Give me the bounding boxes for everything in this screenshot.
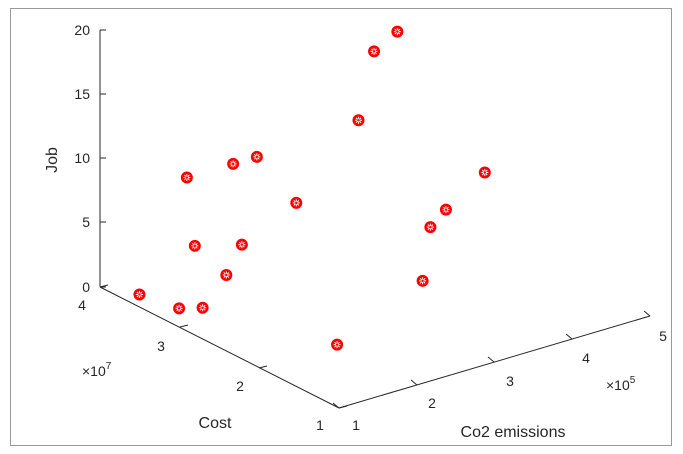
z-tick-label: 15 — [74, 86, 90, 102]
z-tick-label: 0 — [82, 279, 90, 295]
y-tick-label: 1 — [316, 417, 324, 433]
data-point — [235, 238, 248, 251]
y-axis-ticks: 4 3 2 1 ×107 — [78, 284, 348, 433]
data-point — [439, 203, 452, 216]
y-tick-mark — [338, 405, 348, 409]
data-point — [250, 150, 263, 163]
y-axis-label: Cost — [199, 415, 232, 432]
data-point — [180, 171, 193, 184]
data-point — [416, 274, 429, 287]
data-point — [220, 268, 233, 281]
z-axis-label: Job — [44, 147, 61, 173]
z-axis-ticks: 0 5 10 15 20 — [74, 22, 106, 295]
x-tick-mark — [410, 379, 418, 386]
x-tick-mark — [565, 333, 573, 340]
y-tick-mark — [99, 284, 109, 288]
y-exponent-label: ×107 — [82, 361, 112, 379]
data-point — [290, 196, 303, 209]
y-tick-mark — [179, 324, 189, 328]
data-point — [227, 157, 240, 170]
data-point — [133, 288, 146, 301]
data-point — [424, 221, 437, 234]
figure-frame — [10, 8, 672, 446]
data-point — [331, 338, 344, 351]
x-tick-label: 1 — [352, 417, 360, 433]
y-tick-label: 4 — [78, 297, 86, 313]
data-points — [133, 25, 491, 351]
x-tick-label: 2 — [428, 395, 436, 411]
y-tick-label: 3 — [157, 338, 165, 354]
x-tick-mark — [332, 402, 340, 409]
x-tick-mark — [487, 356, 495, 363]
y-tick-mark — [258, 365, 268, 369]
x-tick-label: 3 — [506, 373, 514, 389]
data-point — [352, 114, 365, 127]
y-axis-line — [99, 286, 340, 409]
x-axis-ticks: 1 2 3 4 5 ×105 — [332, 310, 667, 433]
y-tick-label: 2 — [236, 378, 244, 394]
data-point — [188, 239, 201, 252]
x-tick-label: 5 — [659, 328, 667, 344]
x-axis-line — [338, 315, 651, 409]
x-axis-label: Co2 emissions — [461, 424, 566, 441]
data-point — [196, 301, 209, 314]
z-tick-label: 5 — [82, 214, 90, 230]
data-point — [478, 166, 491, 179]
data-point — [391, 25, 404, 38]
data-point — [368, 45, 381, 58]
x-tick-mark — [643, 310, 651, 317]
x-exponent-label: ×105 — [606, 375, 636, 393]
x-tick-label: 4 — [582, 350, 590, 366]
data-point — [173, 302, 186, 315]
z-tick-label: 10 — [74, 150, 90, 166]
z-tick-label: 20 — [74, 22, 90, 38]
